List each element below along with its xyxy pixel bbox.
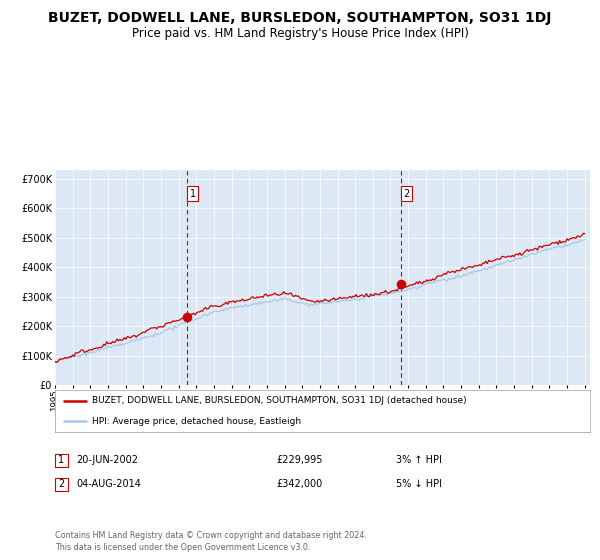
Text: 20-JUN-2002: 20-JUN-2002 — [76, 455, 138, 465]
Text: 2: 2 — [58, 479, 65, 489]
Text: £229,995: £229,995 — [276, 455, 323, 465]
Text: 5% ↓ HPI: 5% ↓ HPI — [396, 479, 442, 489]
Text: HPI: Average price, detached house, Eastleigh: HPI: Average price, detached house, East… — [92, 417, 302, 426]
Text: 3% ↑ HPI: 3% ↑ HPI — [396, 455, 442, 465]
Text: Contains HM Land Registry data © Crown copyright and database right 2024.: Contains HM Land Registry data © Crown c… — [55, 531, 367, 540]
Text: BUZET, DODWELL LANE, BURSLEDON, SOUTHAMPTON, SO31 1DJ: BUZET, DODWELL LANE, BURSLEDON, SOUTHAMP… — [49, 11, 551, 25]
Point — [182, 313, 191, 322]
Text: Price paid vs. HM Land Registry's House Price Index (HPI): Price paid vs. HM Land Registry's House … — [131, 27, 469, 40]
Text: BUZET, DODWELL LANE, BURSLEDON, SOUTHAMPTON, SO31 1DJ (detached house): BUZET, DODWELL LANE, BURSLEDON, SOUTHAMP… — [92, 396, 467, 405]
Text: 04-AUG-2014: 04-AUG-2014 — [76, 479, 141, 489]
Text: 1: 1 — [58, 455, 65, 465]
Text: This data is licensed under the Open Government Licence v3.0.: This data is licensed under the Open Gov… — [55, 543, 310, 552]
Text: 2: 2 — [404, 189, 410, 199]
Text: 1: 1 — [190, 189, 196, 199]
Point — [396, 280, 406, 289]
Text: £342,000: £342,000 — [276, 479, 322, 489]
